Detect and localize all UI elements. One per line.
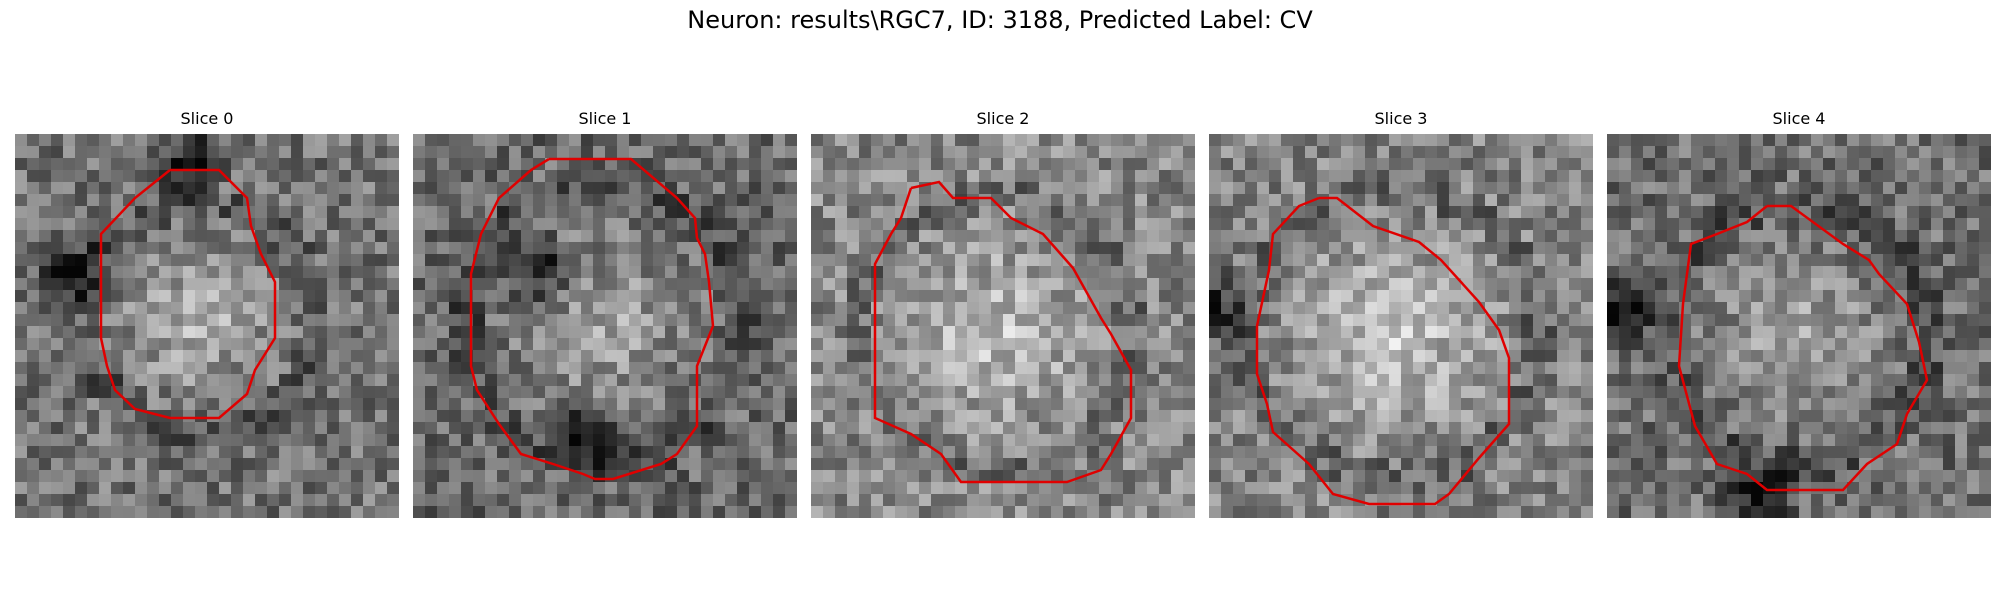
slice-image-1 [413,134,797,518]
slice-image-0 [15,134,399,518]
slice-panel-3: Slice 3 [1209,108,1593,130]
figure-title: Neuron: results\RGC7, ID: 3188, Predicte… [0,6,2000,34]
slice-title-2: Slice 2 [811,108,1195,130]
roi-contour-3 [1209,134,1593,518]
roi-contour-0 [15,134,399,518]
slice-title-0: Slice 0 [15,108,399,130]
slice-title-1: Slice 1 [413,108,797,130]
roi-contour-4 [1607,134,1991,518]
slice-image-4 [1607,134,1991,518]
slice-title-3: Slice 3 [1209,108,1593,130]
slice-panel-2: Slice 2 [811,108,1195,130]
slice-panel-0: Slice 0 [15,108,399,130]
slice-panel-1: Slice 1 [413,108,797,130]
slice-image-3 [1209,134,1593,518]
roi-contour-1 [413,134,797,518]
slice-image-2 [811,134,1195,518]
roi-contour-2 [811,134,1195,518]
slice-panel-4: Slice 4 [1607,108,1991,130]
slice-title-4: Slice 4 [1607,108,1991,130]
